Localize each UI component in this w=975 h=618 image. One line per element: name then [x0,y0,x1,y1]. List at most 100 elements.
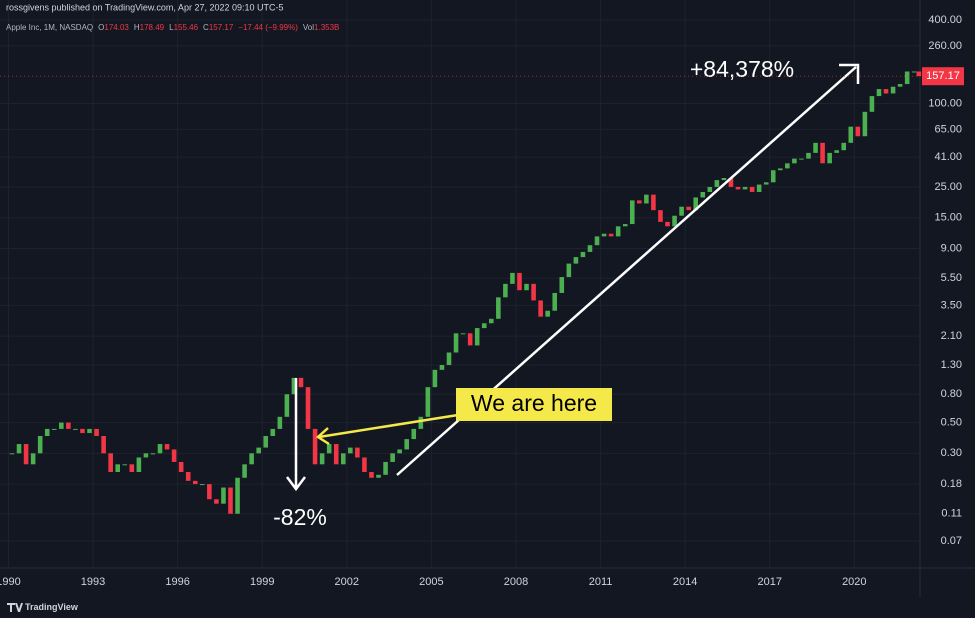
candle [23,444,29,465]
candle [615,226,621,237]
candle [284,394,290,417]
candle [122,464,128,466]
candle [686,206,691,211]
candle [503,283,508,298]
candle [538,300,543,317]
candle [869,96,875,112]
candle [150,453,156,455]
candle [221,487,226,504]
y-tick-label: 100.00 [928,97,962,109]
x-tick-label: 1993 [81,576,105,588]
candle [411,428,417,440]
candle [242,464,247,478]
candle [207,484,212,500]
candle [672,215,677,227]
candle [348,447,353,454]
brand: TradingView [25,602,79,612]
candle [742,186,748,190]
candle [510,272,515,284]
candle [101,436,106,454]
candle [763,182,769,185]
here-box [456,388,612,421]
candle [37,436,43,454]
candle [799,158,804,160]
candle [834,150,839,153]
ohlc-value: 155.46 [174,23,199,32]
candle [376,474,381,478]
candle [749,186,755,192]
candle [249,453,254,465]
candle [460,333,466,335]
candle [30,453,36,465]
y-tick-label: 5.50 [941,272,962,284]
candle [171,449,177,462]
candle [637,200,642,204]
candle [658,210,663,222]
candle [587,245,593,252]
candle [143,453,149,458]
candle [115,464,121,473]
candle [545,310,550,317]
candle [573,257,579,264]
y-tick-label: 260.00 [928,40,962,52]
here-arrow [318,413,459,439]
candle [362,457,367,473]
candle [73,428,78,430]
candle [136,457,142,473]
candle [890,86,896,94]
candle [700,191,706,198]
candle [735,186,741,190]
candle [404,439,410,450]
drop-arrowhead [286,476,306,492]
candle [319,453,325,465]
y-tick-label: 0.80 [941,388,962,400]
y-tick-label: 0.11 [941,508,962,520]
candle [594,236,600,246]
candle [214,499,219,504]
y-tick-label: 65.00 [934,123,962,135]
y-tick-label: 1.30 [941,359,962,371]
candle [813,142,818,153]
candle [192,480,198,485]
candles [9,71,922,514]
candle [904,71,910,85]
candle [629,200,635,225]
candle [200,484,205,486]
y-tick-label: 3.50 [941,299,962,311]
candle [9,453,15,455]
candle [129,464,135,473]
candle [418,416,424,429]
candle [157,444,163,454]
candle [298,377,304,388]
candle [644,194,649,204]
candle [559,277,565,293]
change: −17.44 (−9.99%) [238,23,298,32]
candle [552,292,558,311]
symbol-legend: Apple Inc, 1M, NASDAQ O174.03 H178.49 L155.… [6,23,339,32]
candle [59,422,64,429]
candle [439,365,445,370]
gain-label: +84,378% [690,56,794,82]
candle [806,152,811,159]
candle [911,71,917,73]
y-tick-label: 15.00 [934,212,962,224]
candle [305,387,311,429]
candle [916,71,922,77]
y-tick-label: 2.10 [941,330,962,342]
candle [44,428,50,437]
candle [827,152,832,164]
candle [277,416,283,429]
candle [876,89,882,97]
candle [848,126,854,143]
y-tick-label: 41.00 [934,151,962,163]
candle [489,318,494,324]
candle [453,333,459,353]
candle [524,283,529,291]
candle [16,444,22,454]
here-arrowhead [315,427,330,446]
candle [369,472,374,478]
drop-label: -82% [273,504,327,530]
candle [622,224,628,227]
